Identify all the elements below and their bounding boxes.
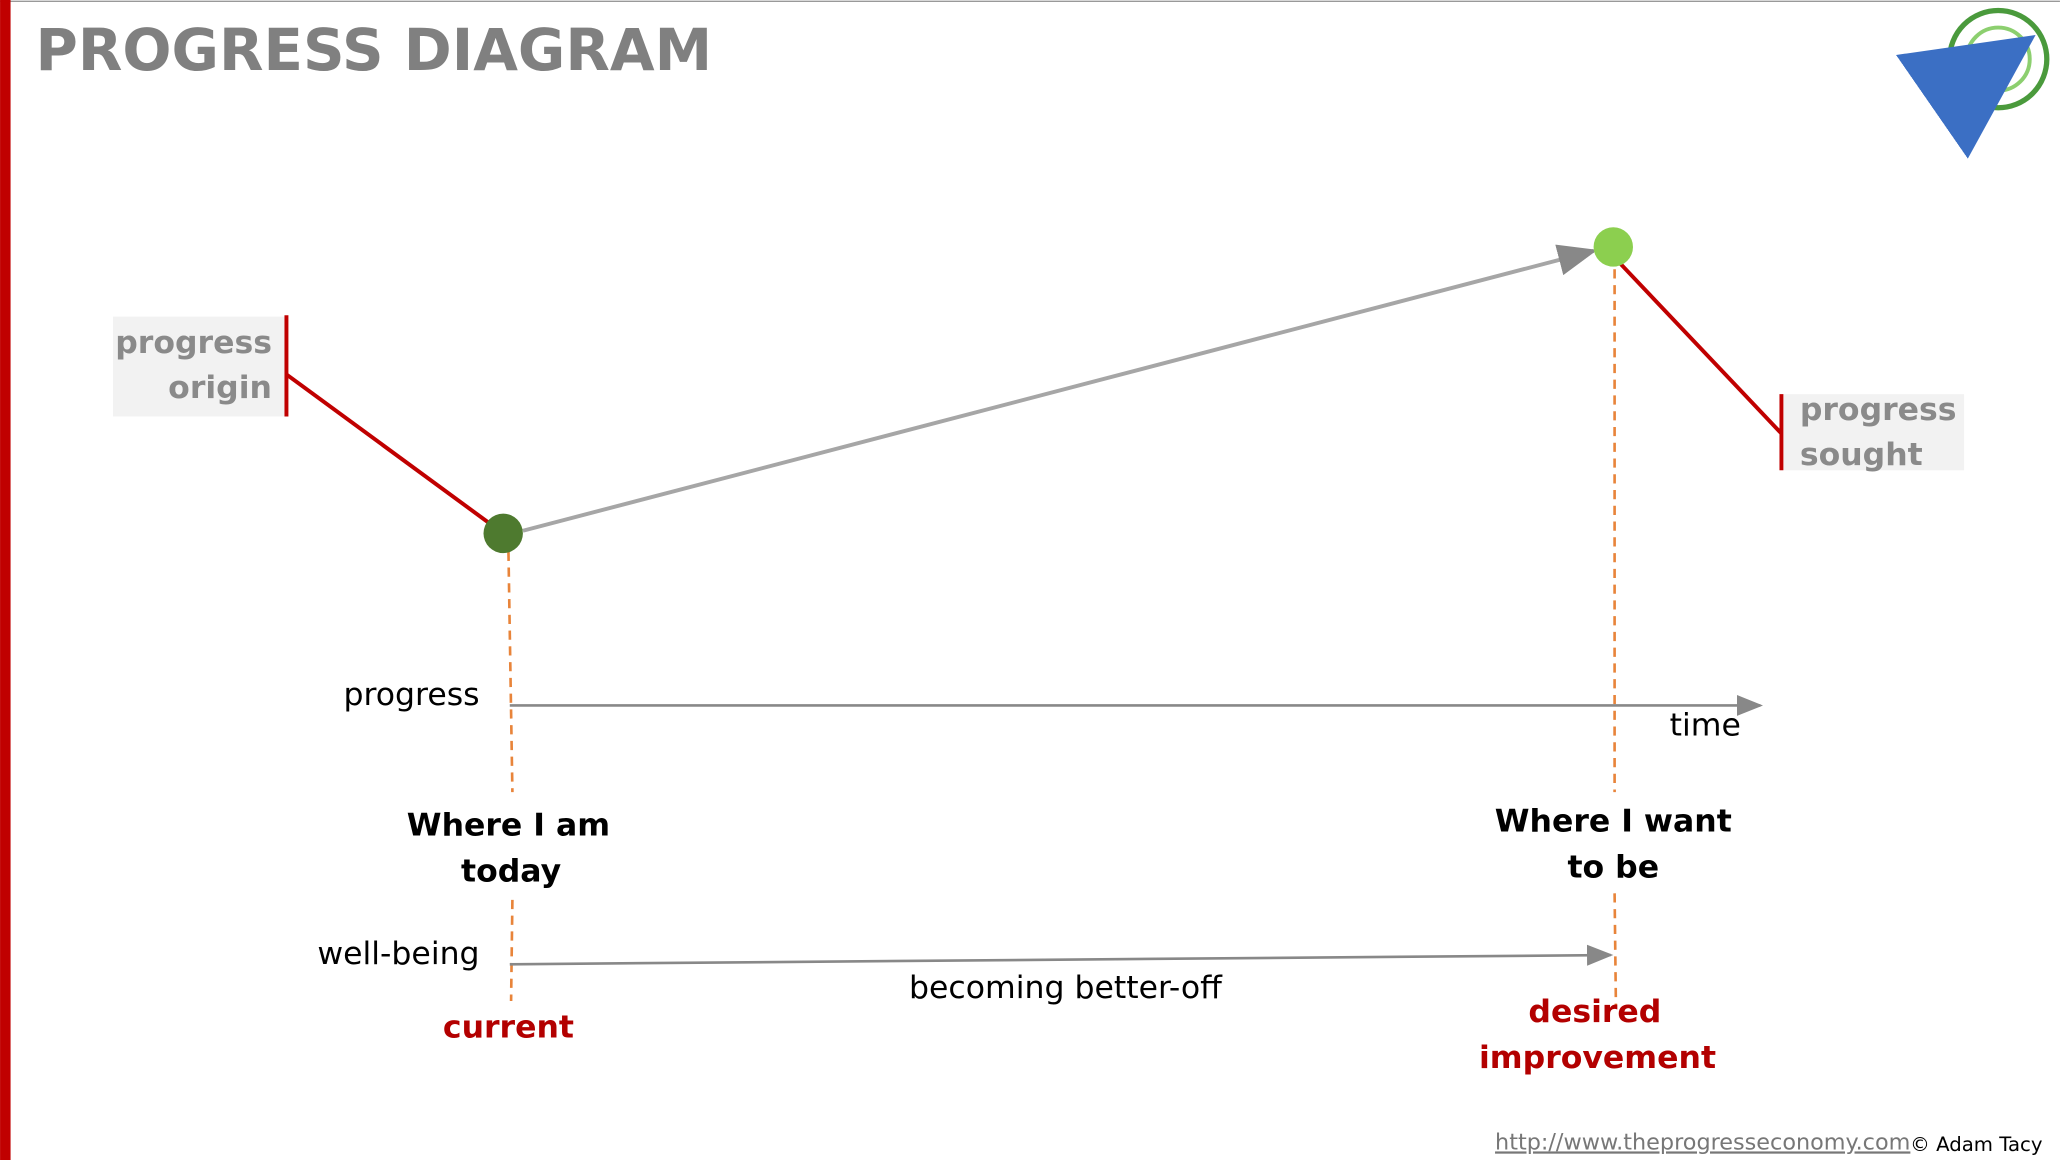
target-point: [1593, 227, 1633, 267]
sought-line: [1611, 254, 1783, 435]
current-point: [483, 513, 523, 554]
dashed-line: [507, 551, 514, 793]
point-label: to be: [1567, 849, 1659, 885]
axis-label: progress: [343, 677, 479, 713]
dashed-line: [1613, 893, 1618, 1005]
axis-label: time: [1670, 707, 1741, 743]
dashed-line: [509, 899, 514, 1002]
origin-line: [285, 372, 505, 535]
origin-box: [113, 316, 287, 417]
logo: [1896, 7, 2050, 159]
axis-label: becoming better-off: [909, 970, 1223, 1006]
point-label: Where I am: [407, 807, 610, 843]
sought-box: [1784, 394, 1965, 471]
origin-label: origin: [168, 370, 272, 406]
axis-label: well-being: [317, 936, 479, 972]
left-bar: [0, 0, 11, 1160]
origin-label: progress: [115, 325, 272, 361]
progress-arrow: [522, 244, 1598, 533]
sought-label: progress: [1800, 392, 1957, 428]
state-label: current: [443, 1010, 574, 1046]
point-label: Where I want: [1495, 803, 1732, 839]
title: PROGRESS DIAGRAM: [36, 16, 713, 84]
state-label: desired: [1528, 994, 1661, 1030]
point-label: today: [461, 853, 561, 889]
sought-label: sought: [1800, 437, 1923, 473]
url[interactable]: http://www.theprogresseconomy.com: [1495, 1129, 1910, 1155]
wellbeing-axis: [509, 944, 1614, 966]
copyright: © Adam Tacy: [1910, 1133, 2043, 1156]
state-label: improvement: [1479, 1040, 1716, 1076]
